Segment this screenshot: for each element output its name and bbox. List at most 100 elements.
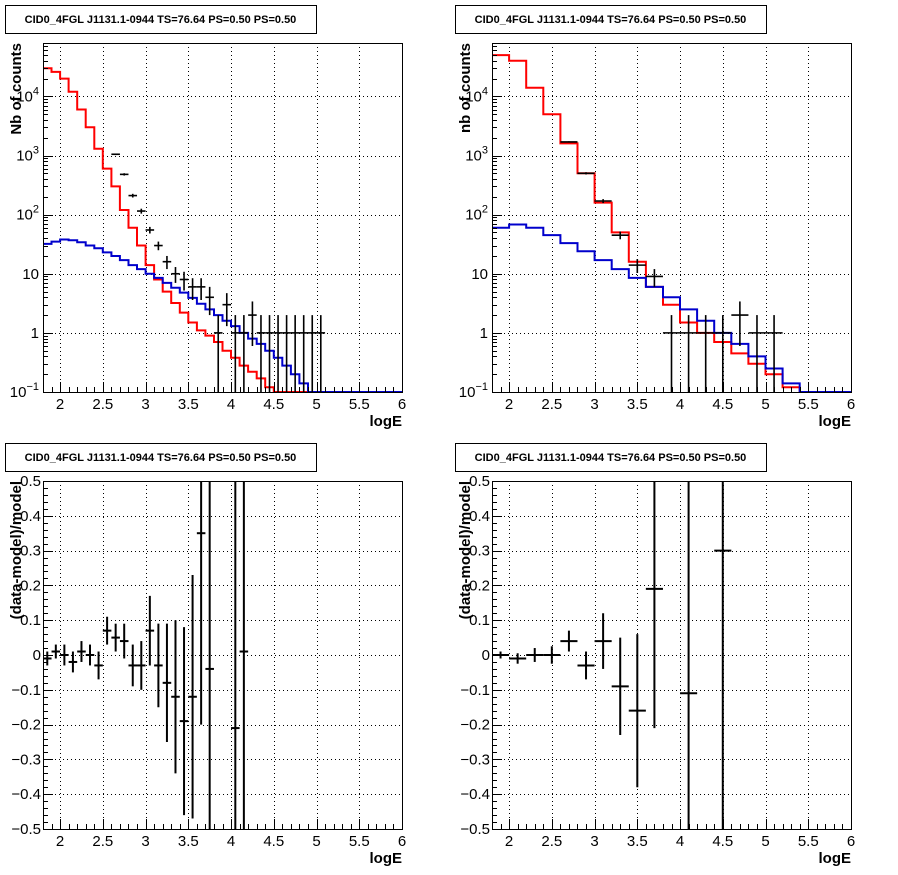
data-point — [680, 315, 698, 392]
plot-data — [492, 54, 851, 392]
y-tick-label: 104 — [465, 85, 488, 105]
residual-point — [179, 627, 189, 816]
data-point — [697, 315, 715, 392]
data-point — [645, 269, 663, 287]
x-tick-label: 3.5 — [178, 833, 199, 850]
x-tick-label: 5.5 — [798, 396, 819, 413]
residual-point — [145, 595, 155, 666]
y-tick-exponent: 2 — [33, 204, 39, 216]
data-point — [196, 278, 206, 300]
x-axis-label: logE — [819, 850, 852, 867]
y-tick-base: 10 — [22, 266, 39, 283]
x-tick-label: 2.5 — [92, 396, 113, 413]
x-tick-label: 4 — [676, 396, 684, 413]
residual-point — [526, 648, 544, 662]
model-source-line — [43, 238, 402, 392]
data-point — [765, 315, 783, 392]
chart-panel-2: CID0_4FGL J1131.1-0944 TS=76.64 PS=0.50 … — [455, 5, 855, 430]
y-tick-label: 1 — [480, 325, 488, 342]
y-tick-label: 0 — [33, 647, 41, 664]
residual-point — [239, 481, 249, 829]
y-tick-label: −0.1 — [460, 682, 490, 699]
x-axis-ticks — [492, 819, 852, 829]
y-tick-label: 0.4 — [469, 508, 490, 525]
residual-point — [137, 641, 146, 690]
title-box — [5, 443, 317, 472]
data-point — [171, 267, 180, 283]
data-point — [248, 301, 257, 346]
data-point — [594, 199, 612, 204]
x-axis-ticks — [492, 382, 852, 392]
grid-lines — [43, 481, 403, 829]
data-point — [205, 286, 214, 316]
x-tick-label: 2 — [505, 396, 513, 413]
residual-point — [714, 481, 732, 829]
x-tick-label: 5 — [761, 833, 769, 850]
y-tick-label: 0.1 — [20, 612, 41, 629]
x-tick-label: 2.5 — [541, 833, 562, 850]
residual-point — [162, 623, 172, 742]
residual-point — [128, 644, 138, 687]
y-tick-label: 103 — [465, 145, 488, 165]
grid-lines — [43, 43, 403, 392]
y-tick-base: 10 — [465, 207, 482, 224]
x-tick-label: 4 — [227, 396, 235, 413]
data-point — [731, 301, 749, 346]
x-axis-ticks — [43, 819, 403, 829]
y-tick-label: −0.2 — [11, 717, 41, 734]
data-point — [162, 255, 172, 270]
data-point — [239, 315, 249, 392]
y-tick-base: 10 — [10, 384, 27, 401]
x-tick-label: 4.5 — [263, 833, 284, 850]
data-point — [137, 208, 146, 214]
residual-point — [77, 641, 86, 662]
y-tick-label: 0.3 — [20, 543, 41, 560]
x-tick-label: 2 — [56, 396, 64, 413]
data-point — [154, 241, 163, 251]
residual-point — [611, 637, 629, 736]
x-tick-label: 3.5 — [627, 833, 648, 850]
y-axis-ticks — [43, 43, 53, 393]
residual-point — [188, 574, 197, 819]
y-tick-exponent: −1 — [475, 381, 488, 393]
residual-point — [43, 651, 52, 666]
y-axis-ticks — [43, 481, 53, 830]
chart-title: CID0_4FGL J1131.1-0944 TS=76.64 PS=0.50 … — [475, 452, 747, 464]
residual-point — [231, 481, 240, 829]
residual-point — [60, 644, 69, 666]
y-tick-label: 1 — [31, 325, 39, 342]
residual-point — [94, 651, 103, 680]
title-box — [5, 5, 317, 34]
y-axis-label: nb of counts — [457, 43, 474, 133]
x-tick-label: 5.5 — [798, 833, 819, 850]
x-tick-label: 4.5 — [263, 396, 284, 413]
x-tick-label: 5 — [312, 833, 320, 850]
residual-point — [102, 616, 112, 645]
x-axis-label: logE — [370, 413, 403, 430]
data-point — [265, 315, 274, 392]
y-axis-label: (data-model)/model — [457, 481, 474, 619]
y-tick-label: 10−1 — [10, 381, 39, 401]
x-tick-label: 3 — [590, 833, 598, 850]
residual-point — [628, 634, 646, 788]
y-tick-label: 0.5 — [469, 473, 490, 490]
data-point — [290, 315, 300, 392]
y-tick-label: 104 — [16, 85, 39, 105]
x-tick-label: 6 — [847, 396, 855, 413]
x-tick-label: 3 — [590, 396, 598, 413]
y-tick-base: 1 — [480, 325, 488, 342]
chart-panel-3: CID0_4FGL J1131.1-0944 TS=76.64 PS=0.50 … — [5, 443, 406, 867]
data-point — [145, 226, 155, 234]
data-point — [282, 315, 291, 392]
x-tick-label: 2 — [505, 833, 513, 850]
x-tick-label: 3 — [141, 833, 149, 850]
residual-point — [111, 623, 120, 652]
x-tick-label: 4.5 — [712, 833, 733, 850]
data-point — [611, 231, 629, 240]
plot-data — [492, 481, 732, 829]
residual-point — [577, 651, 595, 680]
y-tick-base: 10 — [16, 148, 33, 165]
chart-panel-4: CID0_4FGL J1131.1-0944 TS=76.64 PS=0.50 … — [455, 443, 855, 867]
y-axis-label: Nb of counts — [8, 43, 25, 135]
